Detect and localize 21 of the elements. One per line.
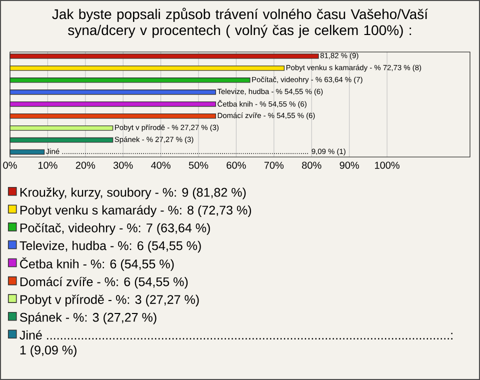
legend-label: Spánek - %: 3 (27,27 %) [20, 312, 156, 324]
x-tick-label: 30% [113, 162, 133, 169]
legend-label: Pobyt v přírodě - %: 3 (27,27 %) [20, 294, 199, 306]
x-tick-label: 70% [264, 162, 284, 169]
x-tick-label: 100% [375, 162, 400, 169]
legend-label: Domácí zvíře - %: 6 (54,55 %) [20, 276, 188, 289]
chart-title: Jak byste popsali způsob trávení volného času Vašeho/Vaší syna/dcery v procentech ( volný čas je celkem 100%) : [52, 8, 428, 38]
x-tick-label: 60% [226, 162, 246, 169]
legend-label: Počítač, videohry - %: 7 (63,64 %) [20, 223, 210, 235]
x-tick-label: 80% [302, 162, 322, 169]
legend-label: Četba knih - %: 6 (54,55 %) [20, 257, 174, 271]
x-tick-label: 10% [38, 162, 58, 169]
legend-label: Pobyt venku s kamarády - %: 8 (72,73 %) [20, 205, 252, 218]
x-tick-label: 20% [76, 162, 96, 169]
x-tick-label: 50% [188, 162, 208, 169]
x-tick-label: 40% [151, 162, 170, 169]
x-tick-label: 0% [3, 162, 17, 169]
legend-label: Televize, hudba - %: 6 (54,55 %) [20, 240, 201, 253]
x-tick-label: 90% [340, 162, 359, 169]
legend-label: Jiné ....................................................................................................................: 1 (9,09 %) [20, 330, 452, 357]
legend-label: Kroužky, kurzy, soubory - %: 9 (81,82 %) [20, 188, 246, 200]
